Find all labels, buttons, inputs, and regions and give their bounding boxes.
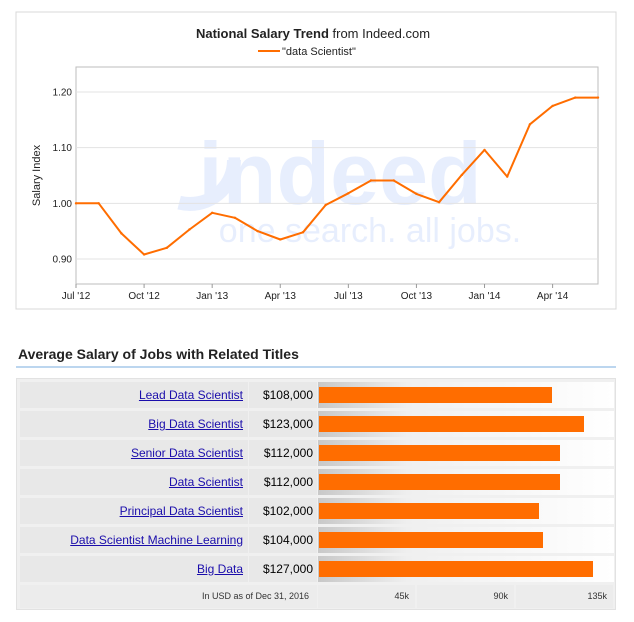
series-point	[233, 216, 237, 219]
salary-bar-cell	[318, 498, 614, 524]
currency-note: In USD as of Dec 31, 2016	[20, 585, 317, 608]
salary-value: $112,000	[249, 469, 317, 495]
legend-label: "data Scientist"	[282, 46, 356, 58]
heading-divider	[16, 366, 616, 368]
salary-bar	[319, 561, 593, 577]
salary-bar	[319, 416, 585, 432]
related-titles-heading: Average Salary of Jobs with Related Titl…	[18, 346, 299, 362]
series-point	[347, 192, 350, 195]
salary-bar-cell	[318, 556, 614, 582]
job-title-link[interactable]: Data Scientist	[168, 475, 243, 489]
salary-axis-tick: 45k	[318, 585, 415, 608]
y-tick-label: 1.20	[53, 88, 73, 99]
job-title-link[interactable]: Data Scientist Machine Learning	[70, 533, 243, 547]
chart-title: National Salary Trend from Indeed.com	[196, 26, 430, 41]
y-axis-label: Salary Index	[31, 144, 43, 206]
series-point	[142, 253, 146, 256]
y-tick-label: 1.00	[53, 199, 73, 210]
salary-bar	[319, 503, 539, 519]
chart-title-rest: from Indeed.com	[329, 26, 430, 41]
salary-value: $102,000	[249, 498, 317, 524]
job-title-cell: Data Scientist Machine Learning	[20, 527, 248, 553]
salary-bar	[319, 387, 552, 403]
salary-value: $123,000	[249, 411, 317, 437]
series-point	[324, 203, 327, 207]
series-point	[74, 202, 78, 205]
series-point	[279, 238, 282, 241]
x-tick-label: Jul '12	[62, 291, 91, 302]
watermark-logo: indeed	[198, 124, 482, 223]
indeed-watermark: indeed one search. all jobs.	[139, 109, 521, 250]
x-tick-label: Oct '12	[128, 291, 160, 302]
salary-row: Data Scientist $112,000	[20, 469, 614, 495]
job-title-cell: Lead Data Scientist	[20, 382, 248, 408]
chart-frame	[15, 11, 617, 310]
plot-area	[75, 66, 599, 285]
series-point	[120, 232, 123, 235]
salary-row: Big Data $127,000	[20, 556, 614, 582]
salary-row: Principal Data Scientist $102,000	[20, 498, 614, 524]
job-title-cell: Principal Data Scientist	[20, 498, 248, 524]
salary-value: $112,000	[249, 440, 317, 466]
x-tick-label: Apr '14	[537, 291, 569, 302]
salary-row: Big Data Scientist $123,000	[20, 411, 614, 437]
salary-value: $108,000	[249, 382, 317, 408]
series-point	[210, 211, 214, 214]
table-footer: In USD as of Dec 31, 2016 45k 90k 135k	[20, 585, 614, 608]
series-point	[574, 96, 577, 99]
salary-bar-cell	[318, 527, 614, 553]
salary-trend-chart: National Salary Trend from Indeed.com "d…	[15, 11, 617, 310]
series-point	[165, 246, 168, 250]
salary-bar	[319, 445, 561, 461]
series-point	[551, 104, 554, 108]
related-salary-table: Lead Data Scientist $108,000 Big Data Scie…	[16, 378, 616, 610]
series-point	[596, 96, 600, 99]
x-tick-label: Jul '13	[334, 291, 363, 302]
series-point	[460, 173, 464, 177]
series-point	[415, 192, 418, 196]
x-tick-label: Jan '14	[469, 291, 501, 302]
job-title-cell: Data Scientist	[20, 469, 248, 495]
job-title-link[interactable]: Big Data Scientist	[148, 417, 243, 431]
series-point	[188, 228, 191, 231]
salary-bar-cell	[318, 411, 614, 437]
series-point	[437, 201, 441, 204]
salary-axis-tick: 135k	[516, 585, 613, 608]
series-line-data-scientist	[76, 96, 598, 256]
chart-title-bold: National Salary Trend	[196, 26, 329, 41]
job-title-link[interactable]: Principal Data Scientist	[119, 504, 243, 518]
job-title-link[interactable]: Big Data	[196, 562, 243, 576]
salary-bar-cell	[318, 382, 614, 408]
salary-value: $127,000	[249, 556, 317, 582]
salary-bar	[319, 474, 561, 490]
job-title-cell: Senior Data Scientist	[20, 440, 248, 466]
salary-bar	[319, 532, 544, 548]
series-point	[301, 231, 305, 234]
job-title-link[interactable]: Senior Data Scientist	[130, 446, 243, 460]
series-point	[256, 229, 259, 233]
watermark-arc	[139, 109, 241, 211]
salary-value: $104,000	[249, 527, 317, 553]
series-point	[369, 179, 373, 182]
salary-row: Data Scientist Machine Learning $104,000	[20, 527, 614, 553]
x-tick-label: Jan '13	[196, 291, 228, 302]
series-point	[483, 148, 486, 152]
salary-row: Lead Data Scientist $108,000	[20, 382, 614, 408]
series-point	[506, 175, 509, 178]
salary-bar-cell	[318, 469, 614, 495]
x-tick-label: Apr '13	[265, 291, 297, 302]
series-point	[528, 123, 532, 126]
salary-axis-tick: 90k	[417, 585, 514, 608]
salary-bar-cell	[318, 440, 614, 466]
series-point	[392, 179, 395, 182]
job-title-cell: Big Data Scientist	[20, 411, 248, 437]
job-title-cell: Big Data	[20, 556, 248, 582]
series-point	[97, 202, 100, 205]
y-tick-label: 1.10	[53, 143, 73, 154]
watermark-tagline: one search. all jobs.	[219, 212, 521, 250]
x-tick-label: Oct '13	[401, 291, 433, 302]
job-title-link[interactable]: Lead Data Scientist	[138, 388, 243, 402]
salary-row: Senior Data Scientist $112,000	[20, 440, 614, 466]
y-tick-label: 0.90	[53, 254, 73, 265]
